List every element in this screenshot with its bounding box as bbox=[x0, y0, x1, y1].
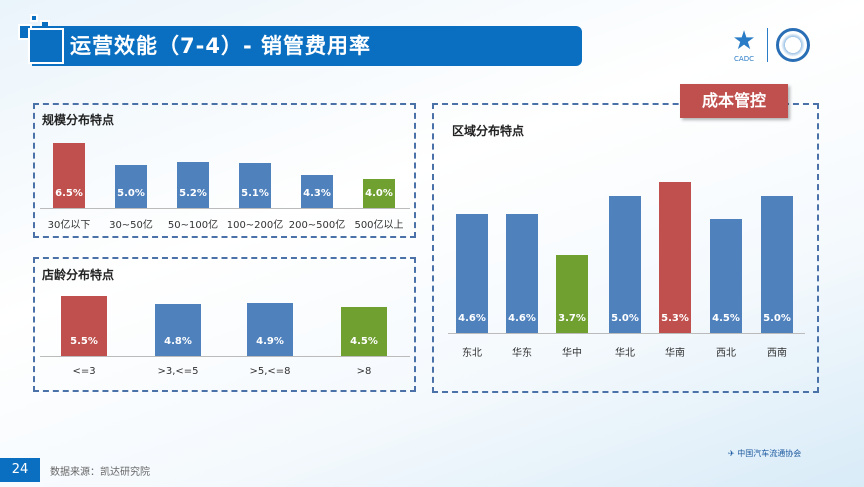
bar bbox=[239, 163, 271, 208]
bar bbox=[155, 304, 201, 356]
bar bbox=[659, 182, 691, 333]
category-label: 500亿以上 bbox=[354, 220, 404, 231]
category-label: >8 bbox=[356, 366, 372, 377]
data-label: 4.6% bbox=[458, 313, 486, 324]
chart-title: 规模分布特点 bbox=[42, 113, 115, 127]
logo-divider bbox=[767, 28, 768, 62]
category-label: 西南 bbox=[767, 348, 787, 359]
x-axis bbox=[40, 208, 410, 209]
bar bbox=[61, 296, 107, 356]
decor-square bbox=[30, 14, 38, 22]
x-axis bbox=[40, 356, 410, 357]
category-label: 华东 bbox=[512, 348, 532, 359]
cost-control-ribbon: 成本管控 bbox=[680, 84, 788, 118]
cadc-logo-icon: ★ CADC bbox=[732, 26, 756, 63]
data-label: 5.2% bbox=[179, 188, 207, 199]
data-label: 5.0% bbox=[117, 188, 145, 199]
category-label: 华北 bbox=[615, 348, 635, 359]
data-label: 4.3% bbox=[303, 188, 331, 199]
bar bbox=[456, 214, 488, 333]
data-label: 4.8% bbox=[164, 336, 192, 347]
category-label: >5,<=8 bbox=[249, 366, 291, 377]
page-number: 24 bbox=[0, 458, 40, 482]
bar bbox=[506, 214, 538, 333]
bar bbox=[710, 218, 742, 333]
data-label: 5.3% bbox=[661, 313, 689, 324]
category-label: 30亿以下 bbox=[47, 220, 91, 231]
chart-title: 店龄分布特点 bbox=[42, 268, 115, 282]
category-label: 东北 bbox=[462, 348, 482, 359]
x-axis bbox=[448, 333, 805, 334]
category-label: 50~100亿 bbox=[167, 220, 219, 231]
data-label: 6.5% bbox=[55, 188, 83, 199]
bar bbox=[247, 302, 293, 356]
wing-icon: ✈ bbox=[728, 449, 735, 458]
chart-title: 区域分布特点 bbox=[452, 124, 525, 138]
category-label: 华南 bbox=[665, 348, 685, 359]
data-label: 5.5% bbox=[70, 336, 98, 347]
bar bbox=[177, 161, 209, 208]
data-label: 4.9% bbox=[256, 336, 284, 347]
data-label: 5.1% bbox=[241, 188, 269, 199]
bar bbox=[341, 307, 387, 356]
data-label: 4.6% bbox=[508, 313, 536, 324]
bar bbox=[556, 255, 588, 333]
decor-square bbox=[28, 28, 64, 64]
bar bbox=[115, 164, 147, 208]
category-label: 30~50亿 bbox=[109, 220, 153, 231]
category-label: 200~500亿 bbox=[288, 220, 346, 231]
data-label: 5.0% bbox=[763, 313, 791, 324]
bar bbox=[301, 174, 333, 208]
data-label: 4.0% bbox=[365, 188, 393, 199]
category-label: 西北 bbox=[716, 348, 736, 359]
data-label: 4.5% bbox=[712, 313, 740, 324]
scale-panel bbox=[33, 103, 416, 238]
category-label: 华中 bbox=[562, 348, 582, 359]
category-label: 100~200亿 bbox=[226, 220, 284, 231]
region-panel bbox=[432, 103, 819, 393]
data-label: 3.7% bbox=[558, 313, 586, 324]
association-seal-icon bbox=[776, 28, 810, 62]
association-footer-logo: ✈ 中国汽车流通协会 bbox=[728, 449, 802, 458]
data-label: 5.0% bbox=[611, 313, 639, 324]
data-label: 4.5% bbox=[350, 336, 378, 347]
bar bbox=[609, 195, 641, 333]
page-title: 运营效能（7-4）- 销管费用率 bbox=[70, 34, 371, 58]
category-label: <=3 bbox=[72, 366, 96, 377]
category-label: >3,<=5 bbox=[157, 366, 199, 377]
bar bbox=[363, 179, 395, 208]
bar bbox=[53, 143, 85, 208]
title-bar bbox=[32, 26, 582, 66]
bar bbox=[761, 195, 793, 333]
store-age-panel bbox=[33, 257, 416, 392]
data-source: 数据来源：凯达研究院 bbox=[50, 467, 150, 478]
